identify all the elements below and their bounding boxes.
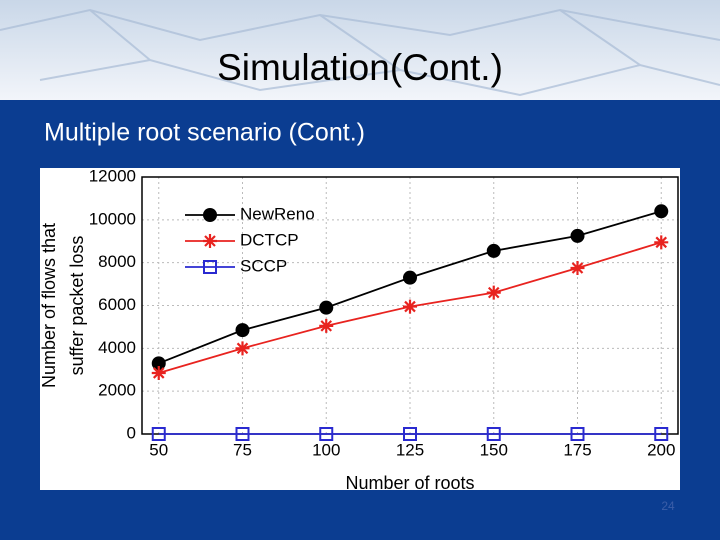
legend-label: NewReno bbox=[240, 204, 315, 223]
x-axis-label: Number of roots bbox=[345, 473, 474, 493]
legend-marker bbox=[203, 208, 217, 222]
marker bbox=[654, 204, 669, 219]
marker bbox=[403, 299, 417, 314]
y-tick-label: 6000 bbox=[98, 295, 136, 314]
slide-subtitle: Multiple root scenario (Cont.) bbox=[44, 119, 365, 147]
marker bbox=[151, 365, 166, 380]
marker bbox=[486, 427, 501, 441]
y-axis-label: suffer packet loss bbox=[67, 236, 87, 376]
marker bbox=[235, 427, 250, 441]
y-tick-label: 0 bbox=[127, 423, 136, 442]
x-tick-label: 200 bbox=[647, 440, 675, 459]
x-tick-label: 150 bbox=[480, 440, 508, 459]
y-axis-label: Number of flows that bbox=[39, 223, 59, 388]
x-tick-label: 50 bbox=[149, 440, 168, 459]
marker bbox=[319, 300, 334, 315]
marker bbox=[570, 261, 585, 276]
legend-marker bbox=[203, 234, 217, 248]
y-tick-label: 2000 bbox=[98, 381, 136, 400]
page-number: 24 bbox=[661, 499, 675, 513]
marker bbox=[654, 427, 669, 441]
slide-title: Simulation(Cont.) bbox=[217, 47, 503, 88]
marker bbox=[403, 427, 417, 441]
marker bbox=[319, 318, 334, 333]
x-tick-label: 125 bbox=[396, 440, 424, 459]
x-tick-label: 175 bbox=[563, 440, 591, 459]
marker bbox=[570, 228, 585, 243]
legend-label: DCTCP bbox=[240, 230, 299, 249]
marker bbox=[235, 323, 250, 338]
marker bbox=[235, 341, 250, 356]
legend-marker bbox=[203, 260, 217, 274]
marker bbox=[486, 285, 501, 300]
marker bbox=[654, 235, 669, 250]
marker bbox=[403, 270, 417, 285]
x-tick-label: 75 bbox=[233, 440, 252, 459]
x-tick-label: 100 bbox=[312, 440, 340, 459]
marker bbox=[486, 243, 501, 258]
network-decoration bbox=[0, 8, 720, 97]
y-tick-label: 4000 bbox=[98, 338, 136, 357]
marker bbox=[570, 427, 585, 441]
y-tick-label: 8000 bbox=[98, 252, 136, 271]
legend-label: SCCP bbox=[240, 256, 287, 275]
y-tick-label: 12000 bbox=[89, 166, 136, 185]
marker bbox=[151, 427, 166, 441]
chart-background bbox=[40, 168, 680, 490]
marker bbox=[151, 356, 166, 371]
marker bbox=[319, 427, 334, 441]
y-tick-label: 10000 bbox=[89, 209, 136, 228]
